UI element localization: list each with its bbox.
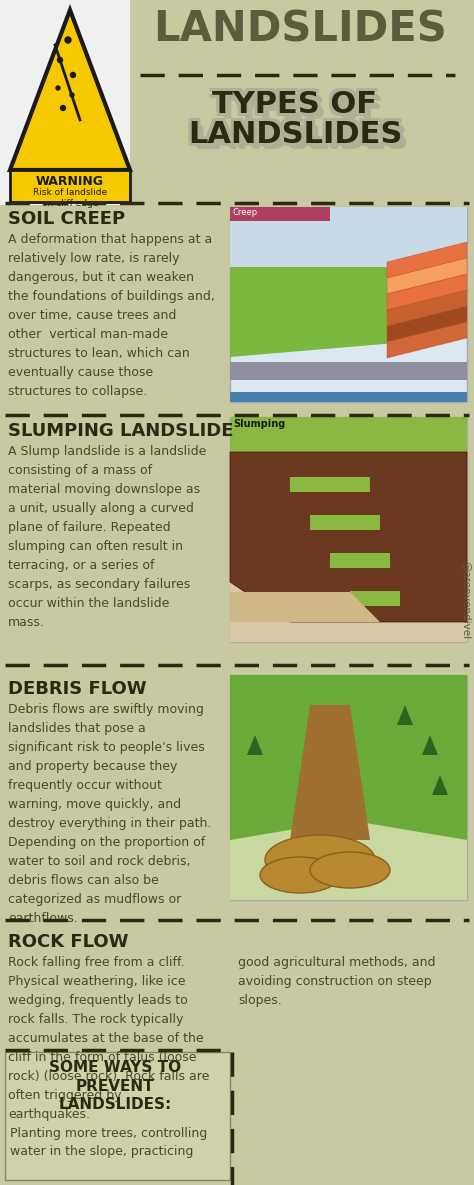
Text: TYPES OF
LANDSLIDES: TYPES OF LANDSLIDES xyxy=(191,87,405,146)
Text: Risk of landslide
on cliff edge: Risk of landslide on cliff edge xyxy=(33,188,107,209)
Polygon shape xyxy=(387,322,467,358)
FancyBboxPatch shape xyxy=(290,478,370,492)
FancyBboxPatch shape xyxy=(230,417,467,642)
Text: TYPES OF
LANDSLIDES: TYPES OF LANDSLIDES xyxy=(194,96,408,155)
Polygon shape xyxy=(422,735,438,755)
FancyBboxPatch shape xyxy=(10,169,130,201)
Text: Planting more trees, controlling
water in the slope, practicing: Planting more trees, controlling water i… xyxy=(10,1127,207,1158)
Polygon shape xyxy=(10,9,130,169)
Circle shape xyxy=(61,105,65,110)
Text: @aronvendivel: @aronvendivel xyxy=(461,561,471,639)
Text: TYPES OF
LANDSLIDES: TYPES OF LANDSLIDES xyxy=(188,90,402,149)
Text: Debris flows are swiftly moving
landslides that pose a
significant risk to peopl: Debris flows are swiftly moving landslid… xyxy=(8,703,211,925)
Polygon shape xyxy=(247,735,263,755)
Text: TYPES OF
LANDSLIDES: TYPES OF LANDSLIDES xyxy=(193,95,407,154)
Text: TYPES OF
LANDSLIDES: TYPES OF LANDSLIDES xyxy=(192,94,406,153)
FancyBboxPatch shape xyxy=(230,675,467,899)
Circle shape xyxy=(70,92,74,97)
Text: Creep: Creep xyxy=(233,209,258,217)
Circle shape xyxy=(57,58,63,63)
Text: Rock falling free from a cliff.
Physical weathering, like ice
wedging, frequentl: Rock falling free from a cliff. Physical… xyxy=(8,956,210,1121)
Ellipse shape xyxy=(310,852,390,888)
Text: SLUMPING LANDSLIDE: SLUMPING LANDSLIDE xyxy=(8,422,234,440)
Polygon shape xyxy=(397,705,413,725)
FancyBboxPatch shape xyxy=(230,207,467,267)
Text: LANDSLIDES: LANDSLIDES xyxy=(153,8,447,50)
FancyBboxPatch shape xyxy=(230,207,467,402)
Text: DEBRIS FLOW: DEBRIS FLOW xyxy=(8,680,146,698)
FancyBboxPatch shape xyxy=(0,0,130,205)
Circle shape xyxy=(56,87,60,90)
Text: good agricultural methods, and
avoiding construction on steep
slopes.: good agricultural methods, and avoiding … xyxy=(238,956,436,1007)
Polygon shape xyxy=(387,242,467,278)
Text: Slumping: Slumping xyxy=(233,419,285,429)
Polygon shape xyxy=(230,451,467,622)
FancyBboxPatch shape xyxy=(230,207,330,220)
Text: TYPES OF
LANDSLIDES: TYPES OF LANDSLIDES xyxy=(191,92,405,152)
Text: A deformation that happens at a
relatively low rate, is rarely
dangerous, but it: A deformation that happens at a relative… xyxy=(8,233,215,398)
Text: WARNING: WARNING xyxy=(36,175,104,188)
FancyBboxPatch shape xyxy=(230,392,467,402)
FancyBboxPatch shape xyxy=(310,515,380,530)
Text: TYPES OF
LANDSLIDES: TYPES OF LANDSLIDES xyxy=(185,87,399,146)
Polygon shape xyxy=(432,775,448,795)
Polygon shape xyxy=(230,675,467,840)
FancyBboxPatch shape xyxy=(350,591,400,606)
FancyBboxPatch shape xyxy=(5,1052,230,1180)
FancyBboxPatch shape xyxy=(330,553,390,568)
Polygon shape xyxy=(230,267,467,357)
Polygon shape xyxy=(387,258,467,294)
Text: SOIL CREEP: SOIL CREEP xyxy=(8,210,125,228)
Circle shape xyxy=(65,37,71,43)
Ellipse shape xyxy=(265,835,375,885)
Polygon shape xyxy=(387,274,467,310)
FancyBboxPatch shape xyxy=(230,417,467,642)
Polygon shape xyxy=(290,705,370,840)
Text: ROCK FLOW: ROCK FLOW xyxy=(8,933,128,952)
Text: SOME WAYS TO
PREVENT
LANDSLIDES:: SOME WAYS TO PREVENT LANDSLIDES: xyxy=(49,1061,181,1113)
FancyBboxPatch shape xyxy=(230,417,467,451)
Text: TYPES OF
LANDSLIDES: TYPES OF LANDSLIDES xyxy=(185,92,399,152)
Polygon shape xyxy=(387,306,467,342)
Polygon shape xyxy=(230,592,380,622)
Polygon shape xyxy=(387,290,467,326)
Text: A Slump landslide is a landslide
consisting of a mass of
material moving downslo: A Slump landslide is a landslide consist… xyxy=(8,446,206,629)
Ellipse shape xyxy=(260,857,340,893)
FancyBboxPatch shape xyxy=(230,675,467,899)
FancyBboxPatch shape xyxy=(230,361,467,380)
Circle shape xyxy=(71,72,75,77)
